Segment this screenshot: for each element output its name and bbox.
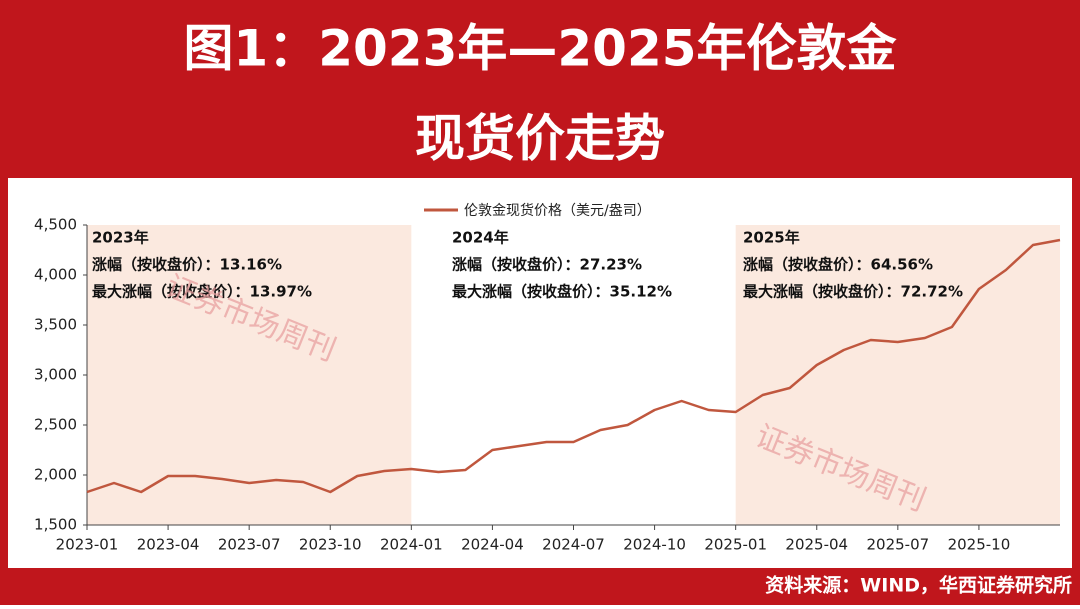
annotation: 最大涨幅（按收盘价）：35.12% [452, 283, 672, 301]
annotation: 最大涨幅（按收盘价）：72.72% [743, 283, 963, 301]
annotation: 涨幅（按收盘价）：27.23% [452, 256, 642, 274]
source: 资料来源：WIND，华西证券研究所 [765, 574, 1072, 597]
annotation: 2024年 [452, 229, 509, 247]
x-tick-label: 2023-04 [137, 536, 200, 554]
x-tick-label: 2024-10 [623, 536, 686, 554]
x-tick-label: 2023-01 [56, 536, 119, 554]
y-tick-label: 2,500 [34, 416, 77, 434]
legend-label: 伦敦金现货价格（美元/盎司） [464, 202, 651, 219]
chart-title: 现货价走势 [415, 110, 665, 168]
y-tick-label: 3,000 [34, 366, 77, 384]
x-tick-label: 2025-07 [866, 536, 929, 554]
annotation: 2023年 [92, 229, 149, 247]
annotation: 最大涨幅（按收盘价）：13.97% [92, 283, 312, 301]
x-tick-label: 2025-10 [948, 536, 1011, 554]
shaded-span [735, 225, 1060, 525]
y-tick-label: 4,000 [34, 266, 77, 284]
x-tick-label: 2025-04 [785, 536, 848, 554]
annotation: 涨幅（按收盘价）：64.56% [743, 256, 933, 274]
y-tick-label: 2,000 [34, 466, 77, 484]
line-series [86, 238, 1061, 494]
y-tick-label: 4,500 [34, 216, 77, 234]
x-tick-label: 2024-04 [461, 536, 524, 554]
chart-title: 图1：2023年—2025年伦敦金 [183, 20, 897, 78]
y-tick-label: 3,500 [34, 316, 77, 334]
x-tick-label: 2024-01 [380, 536, 443, 554]
y-tick-label: 1,500 [34, 516, 77, 534]
annotation: 涨幅（按收盘价）：13.16% [92, 256, 282, 274]
annotation: 2025年 [743, 229, 800, 247]
x-tick-label: 2023-07 [218, 536, 281, 554]
x-tick-label: 2024-07 [542, 536, 605, 554]
x-tick-label: 2023-10 [299, 536, 362, 554]
x-tick-label: 2025-01 [704, 536, 767, 554]
